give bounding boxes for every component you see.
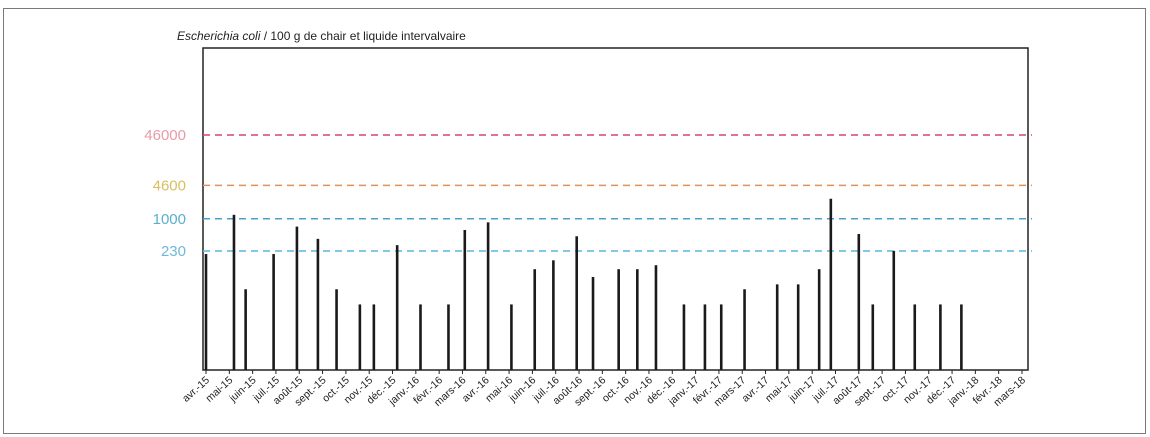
- chart-title-rest: / 100 g de chair et liquide intervalvair…: [260, 29, 466, 43]
- threshold-label-46000: 46000: [144, 127, 186, 144]
- bar-21: [654, 265, 658, 370]
- threshold-label-4600: 4600: [153, 177, 186, 194]
- bar-6: [335, 289, 338, 370]
- bar-32: [892, 250, 896, 370]
- bar-33: [913, 304, 917, 370]
- bar-3: [272, 254, 275, 370]
- bar-2: [244, 289, 247, 370]
- bar-27: [796, 284, 800, 370]
- bar-5: [316, 238, 320, 370]
- bar-28: [817, 269, 821, 370]
- bar-18: [591, 277, 595, 370]
- threshold-label-230: 230: [161, 243, 186, 260]
- bars: [204, 198, 963, 370]
- chart-frame: [3, 8, 1146, 434]
- bar-14: [510, 304, 513, 370]
- threshold-label-1000: 1000: [153, 211, 186, 228]
- bar-34: [939, 304, 942, 370]
- bar-25: [743, 289, 746, 370]
- bar-9: [395, 245, 399, 370]
- bar-8: [372, 304, 376, 370]
- bar-4: [295, 226, 299, 370]
- bar-31: [871, 304, 875, 370]
- bar-1: [232, 214, 236, 370]
- bar-23: [703, 304, 707, 370]
- bar-12: [463, 229, 467, 370]
- x-ticks: [205, 370, 1023, 374]
- bar-30: [857, 233, 861, 370]
- chart-title-species: Escherichia coli: [177, 29, 261, 43]
- threshold-lines: 46000 4600 1000 230: [144, 127, 1032, 260]
- bar-0: [204, 254, 208, 370]
- bar-7: [358, 304, 362, 370]
- bar-26: [775, 284, 779, 370]
- bar-22: [682, 304, 686, 370]
- bar-29: [829, 198, 833, 370]
- bar-17: [575, 236, 578, 370]
- bar-11: [447, 304, 450, 370]
- x-tick-labels: avr.-15mai-15juin-15juil.-15août-15sept.…: [180, 374, 1028, 409]
- bar-15: [533, 269, 537, 370]
- plot-area: [202, 47, 1029, 371]
- bar-20: [636, 269, 639, 370]
- bar-24: [719, 304, 723, 370]
- bar-16: [552, 260, 555, 370]
- bar-10: [419, 304, 422, 370]
- chart-title: Escherichia coli / 100 g de chair et liq…: [177, 29, 466, 43]
- bar-35: [960, 304, 963, 370]
- bar-19: [617, 269, 620, 370]
- bar-13: [486, 222, 490, 370]
